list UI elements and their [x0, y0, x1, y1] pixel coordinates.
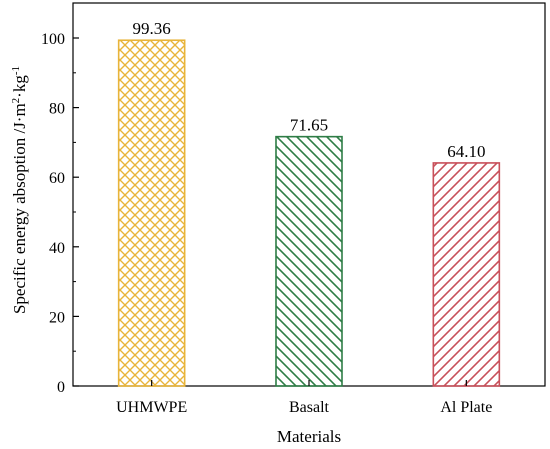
y-axis-title-sup-2: -1 — [10, 66, 22, 75]
bar-basalt — [275, 135, 343, 387]
bar-value-label: 64.10 — [447, 142, 485, 161]
y-tick-label: 40 — [49, 240, 65, 257]
x-tick-label: UHMWPE — [116, 399, 187, 416]
x-tick-label: Al Plate — [440, 399, 492, 416]
bars-group: 99.36 71.65 64.10 — [117, 19, 501, 387]
y-tick-label: 100 — [41, 31, 65, 48]
y-axis-title-sup-1: 2 — [10, 98, 22, 104]
y-tick-label: 60 — [49, 170, 65, 187]
x-tick-label: Basalt — [289, 399, 330, 416]
y-axis-title: Specific energy absoption /J·m2·kg-1 — [10, 66, 29, 314]
y-tick-label: 80 — [49, 101, 65, 118]
y-tick-label: 20 — [49, 309, 65, 326]
x-axis-title: Materials — [277, 427, 341, 446]
y-tick-label: 0 — [57, 379, 65, 396]
y-axis-title-mid: ·kg — [10, 75, 29, 98]
bar-uhmwpe — [117, 39, 186, 387]
x-axis: UHMWPE Basalt Al Plate — [116, 380, 492, 416]
bar-al-plate — [432, 162, 501, 387]
bar-value-label: 99.36 — [133, 19, 171, 38]
bar-value-label: 71.65 — [290, 116, 328, 135]
y-axis: 0 20 40 60 80 100 — [41, 31, 79, 396]
